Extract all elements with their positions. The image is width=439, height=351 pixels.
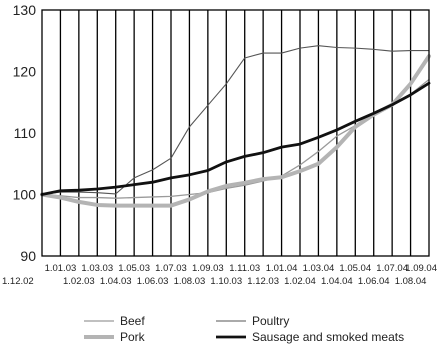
x-tick-label: 1.09.03: [192, 263, 224, 274]
legend-label: Poultry: [252, 314, 289, 328]
series-line-sausage-and-smoked-meats: [40, 81, 431, 196]
x-tick-label: 1.04.04: [321, 276, 353, 287]
x-tick-label: 1.01.03: [45, 263, 77, 274]
series-lines: [40, 45, 431, 208]
x-tick-label: 1.01.04: [266, 263, 298, 274]
x-tick-label: 1.12.02: [2, 276, 34, 287]
legend-label: Pork: [120, 330, 146, 344]
x-tick-label: 1.07.04: [376, 263, 408, 274]
x-tick-label: 1.05.04: [339, 263, 371, 274]
vertical-gridlines: [59, 10, 412, 256]
x-tick-label: 1.05.03: [118, 263, 150, 274]
legend-label: Sausage and smoked meats: [252, 330, 404, 344]
x-tick-label: 1.03.03: [81, 263, 113, 274]
x-tick-label: 1.03.04: [303, 263, 335, 274]
x-tick-label: 1.10.03: [210, 276, 242, 287]
x-tick-label: 1.04.03: [100, 276, 132, 287]
y-tick-label: 100: [13, 187, 37, 203]
x-tick-label: 1.07.03: [155, 263, 187, 274]
x-tick-label: 1.06.04: [358, 276, 390, 287]
x-tick-label: 1.09.04: [405, 263, 437, 274]
y-tick-label: 120: [13, 64, 37, 80]
legend: Beef Pork Poultry Sausage and smoked meats: [84, 314, 404, 344]
series-line-beef: [41, 78, 430, 199]
y-tick-label: 110: [14, 125, 37, 141]
x-tick-label: 1.08.03: [174, 276, 206, 287]
x-tick-label: 1.08.04: [395, 276, 427, 287]
y-axis-tick-labels: 90 100 110 120 130: [13, 2, 37, 264]
legend-item-sausage-and-smoked-meats: Sausage and smoked meats: [216, 330, 404, 344]
x-tick-label: 1.06.03: [137, 276, 169, 287]
y-tick-label: 90: [20, 248, 36, 264]
legend-label: Beef: [120, 314, 145, 328]
series-line-pork: [40, 54, 431, 208]
legend-item-beef: Beef: [84, 314, 145, 328]
legend-item-pork: Pork: [84, 330, 146, 344]
x-tick-label: 1.02.04: [284, 276, 316, 287]
x-axis-tick-labels: 1.12.02 1.01.03 1.02.03 1.03.03 1.04.03 1.05.…: [2, 263, 437, 287]
plot-frame: [41, 9, 430, 257]
x-tick-label: 1.12.03: [247, 276, 279, 287]
y-tick-label: 130: [13, 2, 37, 18]
series-line-poultry: [41, 45, 430, 196]
legend-item-poultry: Poultry: [216, 314, 289, 328]
x-tick-label: 1.11.03: [229, 263, 260, 274]
x-tick-label: 1.02.03: [63, 276, 95, 287]
